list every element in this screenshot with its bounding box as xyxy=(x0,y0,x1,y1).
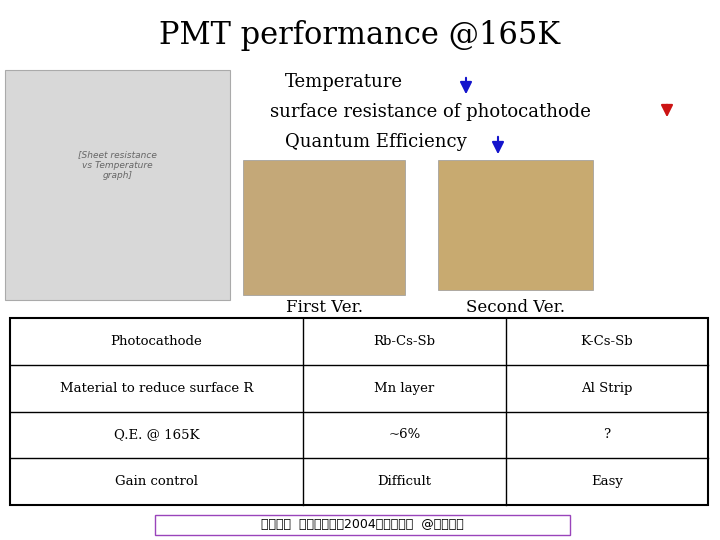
Text: Rb-Cs-Sb: Rb-Cs-Sb xyxy=(374,335,436,348)
Text: Temperature: Temperature xyxy=(285,73,403,91)
Text: Quantum Efficiency: Quantum Efficiency xyxy=(285,133,467,151)
Text: ~6%: ~6% xyxy=(388,428,420,441)
Text: PMT performance @165K: PMT performance @165K xyxy=(159,20,561,51)
Bar xyxy=(155,515,570,535)
Text: K-Cs-Sb: K-Cs-Sb xyxy=(580,335,633,348)
Text: First Ver.: First Ver. xyxy=(286,299,362,315)
Text: Al Strip: Al Strip xyxy=(581,382,632,395)
Text: Easy: Easy xyxy=(591,475,623,488)
Text: Mn layer: Mn layer xyxy=(374,382,434,395)
Text: [Sheet resistance
vs Temperature
graph]: [Sheet resistance vs Temperature graph] xyxy=(78,150,157,180)
Bar xyxy=(10,318,708,505)
Text: Difficult: Difficult xyxy=(377,475,431,488)
Text: Material to reduce surface R: Material to reduce surface R xyxy=(60,382,253,395)
Text: Q.E. @ 165K: Q.E. @ 165K xyxy=(114,428,199,441)
Text: ?: ? xyxy=(603,428,611,441)
Bar xyxy=(243,160,405,295)
Bar xyxy=(5,70,230,300)
Text: surface resistance of photocathode: surface resistance of photocathode xyxy=(270,103,591,121)
Text: Gain control: Gain control xyxy=(115,475,198,488)
Bar xyxy=(438,160,593,290)
Text: Second Ver.: Second Ver. xyxy=(466,299,565,315)
Text: 久松康子  日本物理学会2004年秋季大会  @高知大学: 久松康子 日本物理学会2004年秋季大会 @高知大学 xyxy=(261,518,464,531)
Text: Photocathode: Photocathode xyxy=(111,335,202,348)
